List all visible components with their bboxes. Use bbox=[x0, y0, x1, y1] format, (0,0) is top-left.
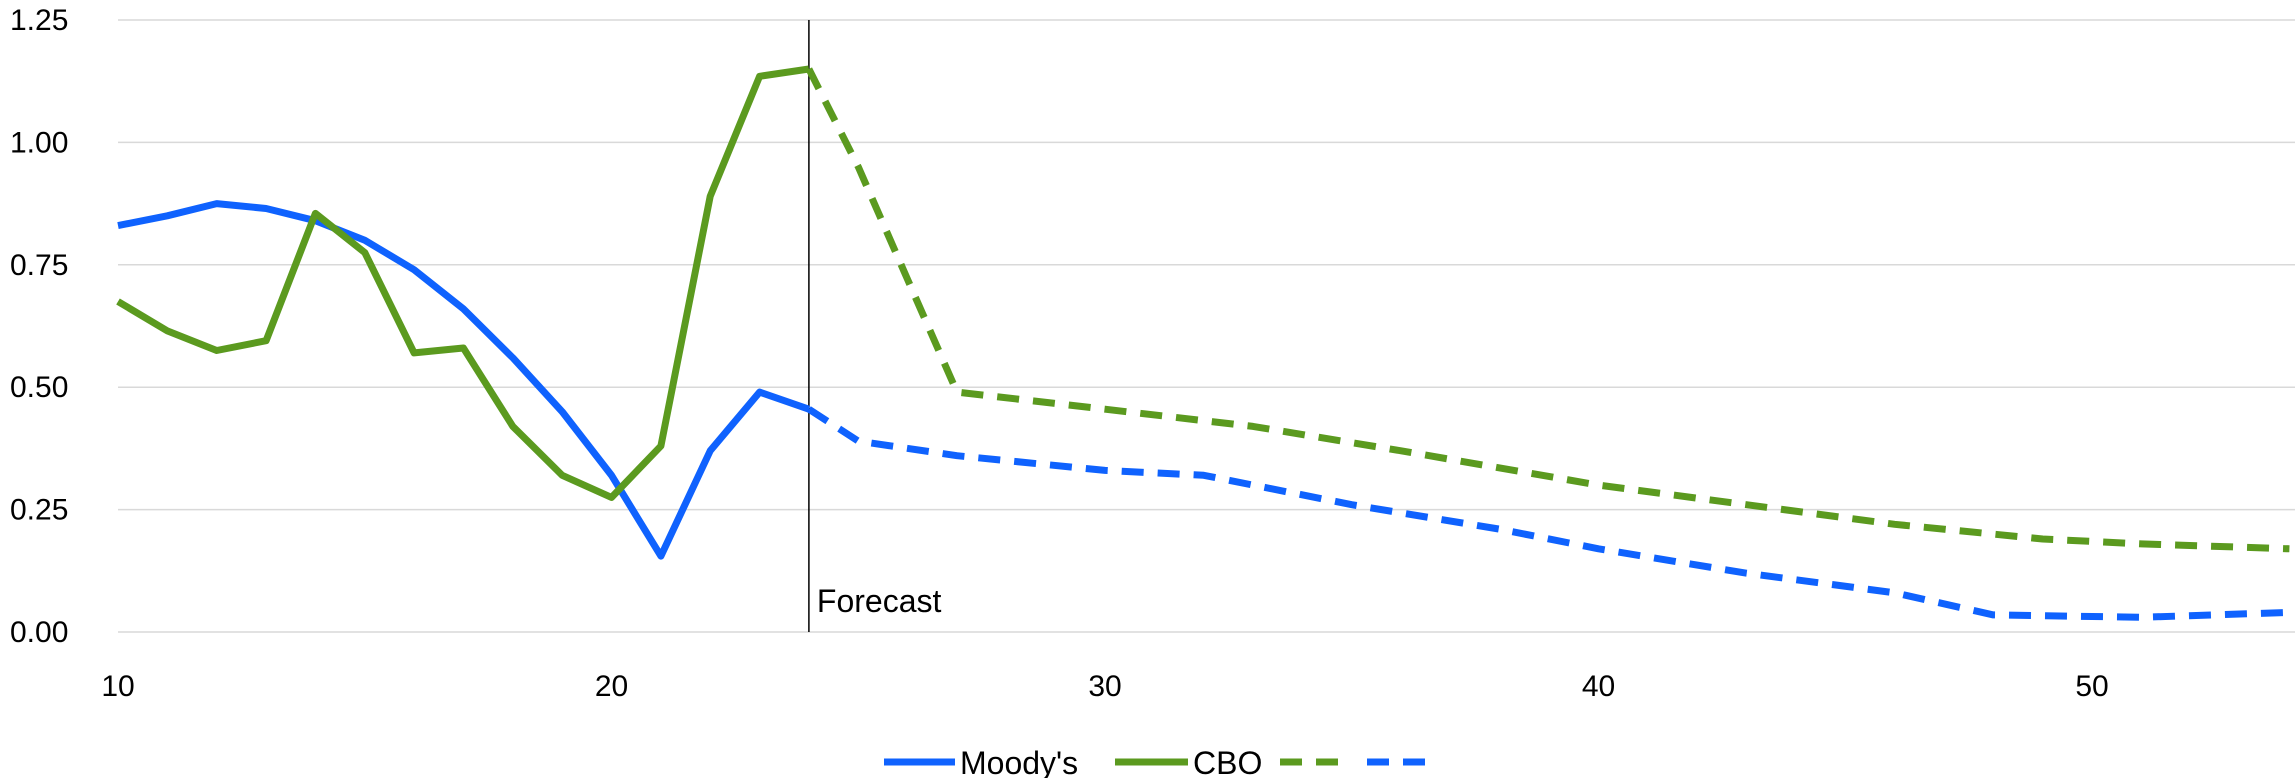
y-axis-ticks: 0.00 0.25 0.50 0.75 1.00 1.25 bbox=[10, 4, 68, 649]
y-tick-label: 0.50 bbox=[10, 371, 68, 404]
y-tick-label: 1.25 bbox=[10, 4, 68, 37]
series-line-cbo bbox=[116, 65, 810, 501]
x-tick-label: 20 bbox=[595, 670, 628, 703]
series-forecast-line-cbo bbox=[805, 67, 2290, 553]
y-tick-label: 1.00 bbox=[10, 126, 68, 159]
y-tick-label: 0.75 bbox=[10, 249, 68, 282]
series-lines bbox=[116, 65, 2290, 621]
legend-label-cbo: CBO bbox=[1193, 745, 1262, 778]
forecast-marker: Forecast bbox=[808, 20, 942, 632]
series-forecast-line-moodys bbox=[807, 406, 2290, 621]
y-tick-label: 0.25 bbox=[10, 494, 68, 527]
x-axis-ticks: 10 20 30 40 50 bbox=[101, 670, 2108, 703]
y-tick-label: 0.00 bbox=[10, 616, 68, 649]
series-line-moodys bbox=[117, 200, 811, 560]
x-tick-label: 50 bbox=[2075, 670, 2108, 703]
legend-label-moodys: Moody's bbox=[960, 745, 1078, 778]
x-tick-label: 10 bbox=[101, 670, 134, 703]
gridlines bbox=[118, 19, 2295, 633]
forecast-label: Forecast bbox=[817, 583, 942, 619]
x-tick-label: 30 bbox=[1088, 670, 1121, 703]
x-tick-label: 40 bbox=[1582, 670, 1615, 703]
legend: Moody's CBO bbox=[884, 745, 1425, 778]
